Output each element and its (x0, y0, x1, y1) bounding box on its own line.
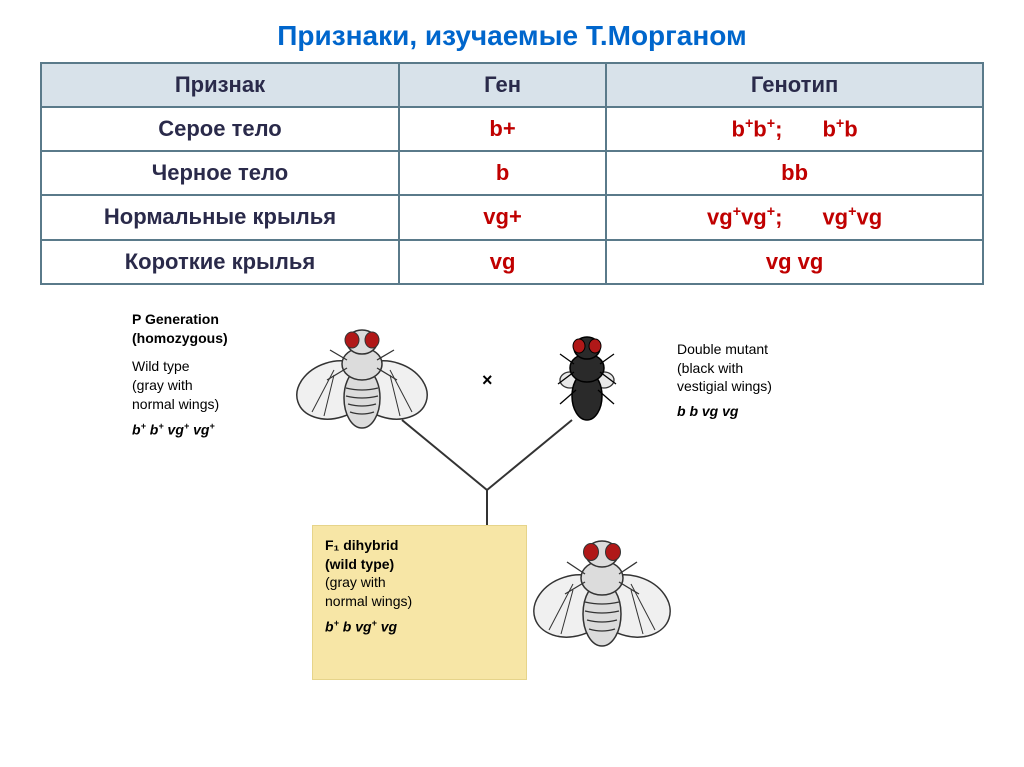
cell-genotype: vg+vg+;vg+vg (606, 195, 983, 239)
cell-genotype: bb (606, 151, 983, 195)
traits-table: Признак Ген Генотип Серое телоb+b+b+;b+b… (40, 62, 984, 285)
page-title: Признаки, изучаемые Т.Морганом (40, 20, 984, 52)
table-row: Черное телоbbb (41, 151, 983, 195)
cross-diagram: P Generation (homozygous) Wild type (gra… (132, 310, 892, 710)
th-trait: Признак (41, 63, 399, 107)
th-gene: Ген (399, 63, 606, 107)
mutant-desc3: vestigial wings) (677, 377, 837, 396)
double-mutant-label: Double mutant (black with vestigial wing… (677, 340, 837, 422)
f1-box: F₁ dihybrid (wild type) (gray with norma… (312, 525, 527, 680)
cell-gene: vg+ (399, 195, 606, 239)
cell-gene: vg (399, 240, 606, 284)
cell-trait: Короткие крылья (41, 240, 399, 284)
cell-trait: Серое тело (41, 107, 399, 151)
p-genotype: b+ b+ vg+ vg+ (132, 420, 262, 440)
cross-symbol: × (482, 370, 493, 391)
double-mutant-fly-icon (532, 330, 642, 435)
cell-gene: b+ (399, 107, 606, 151)
th-genotype: Генотип (606, 63, 983, 107)
f1-title: F₁ dihybrid (325, 536, 514, 555)
f1-fly-icon (527, 530, 677, 665)
p-generation-label: P Generation (homozygous) Wild type (gra… (132, 310, 262, 440)
p-desc3: normal wings) (132, 395, 262, 414)
f1-desc1: (gray with (325, 573, 514, 592)
table-row: Серое телоb+b+b+;b+b (41, 107, 983, 151)
p-gen-title: P Generation (132, 310, 262, 329)
mutant-desc2: (black with (677, 359, 837, 378)
p-desc1: Wild type (132, 357, 262, 376)
cell-genotype: vg vg (606, 240, 983, 284)
p-desc2: (gray with (132, 376, 262, 395)
cell-genotype: b+b+;b+b (606, 107, 983, 151)
cell-trait: Черное тело (41, 151, 399, 195)
cell-trait: Нормальные крылья (41, 195, 399, 239)
mutant-genotype: b b vg vg (677, 402, 837, 421)
f1-genotype: b+ b vg+ vg (325, 617, 514, 637)
table-row: Нормальные крыльяvg+vg+vg+;vg+vg (41, 195, 983, 239)
mutant-desc1: Double mutant (677, 340, 837, 359)
f1-sub: (wild type) (325, 555, 514, 574)
wild-type-fly-icon (292, 320, 432, 445)
table-row: Короткие крыльяvgvg vg (41, 240, 983, 284)
cell-gene: b (399, 151, 606, 195)
f1-label: F₁ dihybrid (wild type) (gray with norma… (325, 536, 514, 637)
p-gen-sub: (homozygous) (132, 329, 262, 348)
f1-desc2: normal wings) (325, 592, 514, 611)
